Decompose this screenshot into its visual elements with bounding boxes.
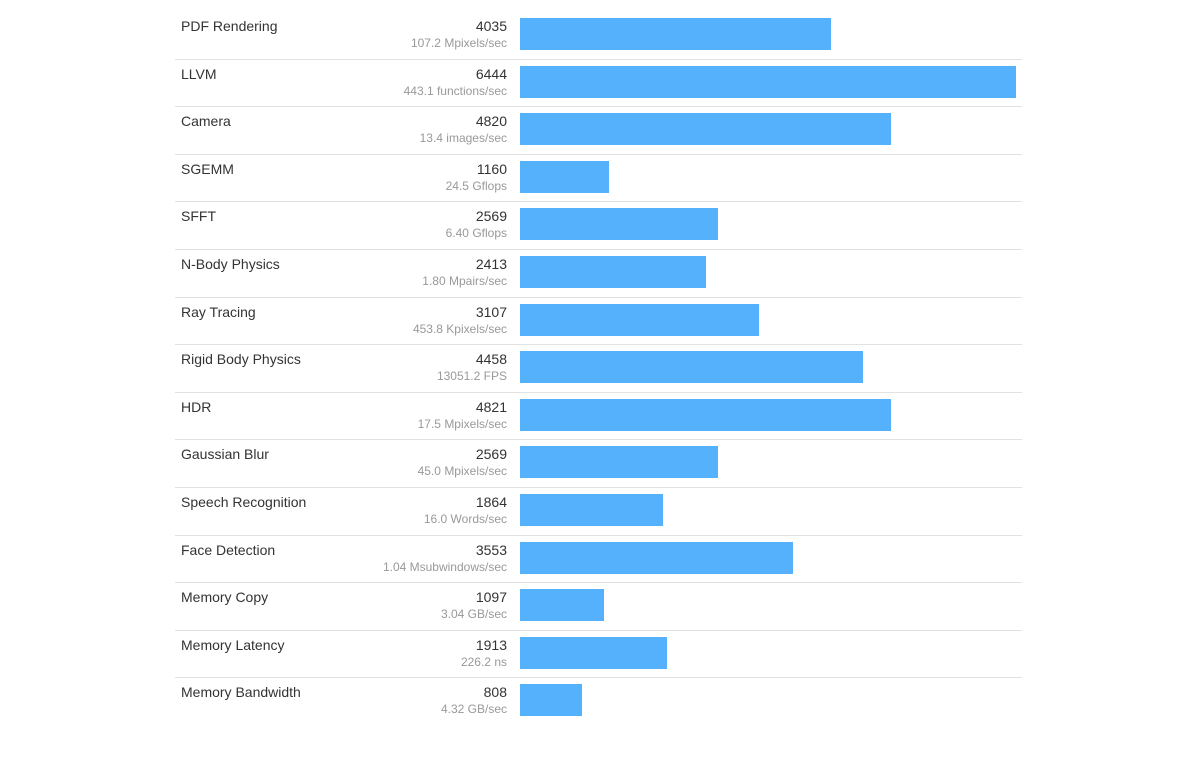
score-bar-track — [520, 589, 1016, 622]
benchmark-row: Memory Copy 1097 3.04 GB/sec — [175, 583, 1022, 631]
score-bar-track — [520, 160, 1016, 193]
benchmark-name: Memory Bandwidth — [181, 684, 301, 701]
score-bar-track — [520, 351, 1016, 384]
benchmark-name: SFFT — [181, 208, 216, 225]
benchmark-rate: 13051.2 FPS — [436, 369, 507, 384]
benchmark-score: 1160 — [476, 160, 507, 177]
benchmark-score: 4820 — [475, 113, 507, 130]
benchmark-name: PDF Rendering — [181, 18, 278, 34]
score-bar-track — [520, 208, 1016, 241]
score-bar — [520, 208, 718, 241]
benchmark-rate: 226.2 ns — [460, 654, 507, 669]
score-bar — [520, 160, 609, 193]
benchmark-row: Memory Latency 1913 226.2 ns — [175, 631, 1022, 679]
benchmark-rate: 13.4 images/sec — [419, 131, 507, 146]
benchmark-rate: 3.04 GB/sec — [440, 607, 507, 622]
benchmark-score: 3107 — [475, 303, 507, 320]
score-bar — [520, 684, 582, 717]
benchmark-row: SGEMM 1160 24.5 Gflops — [175, 155, 1022, 203]
score-bar-track — [520, 493, 1016, 526]
benchmark-score: 6444 — [475, 65, 507, 82]
score-bar — [520, 303, 759, 336]
score-bar — [520, 255, 706, 288]
score-bar-track — [520, 113, 1016, 146]
benchmark-name: Memory Latency — [181, 636, 285, 653]
score-bar — [520, 18, 831, 50]
benchmark-name: Rigid Body Physics — [181, 351, 301, 368]
score-bar-track — [520, 65, 1016, 98]
benchmark-score: 4035 — [475, 18, 507, 34]
benchmark-score: 2413 — [475, 255, 507, 272]
benchmark-rate: 16.0 Words/sec — [423, 511, 507, 526]
benchmark-score: 3553 — [475, 541, 507, 558]
benchmark-row: N-Body Physics 2413 1.80 Mpairs/sec — [175, 250, 1022, 298]
benchmark-rate: 107.2 Mpixels/sec — [410, 36, 507, 50]
score-bar — [520, 541, 793, 574]
benchmark-row: Gaussian Blur 2569 45.0 Mpixels/sec — [175, 440, 1022, 488]
benchmark-score: 2569 — [475, 208, 507, 225]
benchmark-score: 4821 — [475, 398, 507, 415]
benchmark-score: 1097 — [475, 589, 507, 606]
benchmark-rate: 453.8 Kpixels/sec — [412, 321, 507, 336]
benchmark-row: Camera 4820 13.4 images/sec — [175, 107, 1022, 155]
benchmark-rate: 443.1 functions/sec — [403, 83, 507, 98]
benchmark-row: Rigid Body Physics 4458 13051.2 FPS — [175, 345, 1022, 393]
score-bar-track — [520, 255, 1016, 288]
benchmark-rate: 45.0 Mpixels/sec — [417, 464, 507, 479]
score-bar-track — [520, 541, 1016, 574]
score-bar — [520, 636, 667, 669]
score-bar-track — [520, 303, 1016, 336]
score-bar-track — [520, 398, 1016, 431]
score-bar — [520, 65, 1016, 98]
benchmark-name: HDR — [181, 398, 212, 415]
score-bar-track — [520, 684, 1016, 717]
score-bar — [520, 398, 891, 431]
benchmark-row: HDR 4821 17.5 Mpixels/sec — [175, 393, 1022, 441]
benchmark-score: 1913 — [475, 636, 507, 653]
score-bar-track — [520, 446, 1016, 479]
benchmark-score: 4458 — [475, 351, 507, 368]
benchmark-rate: 4.32 GB/sec — [440, 702, 507, 717]
benchmark-name: LLVM — [181, 65, 217, 82]
benchmark-name: Memory Copy — [181, 589, 269, 606]
benchmark-row: Face Detection 3553 1.04 Msubwindows/sec — [175, 536, 1022, 584]
benchmark-row: Memory Bandwidth 808 4.32 GB/sec — [175, 678, 1022, 726]
benchmark-rate: 24.5 Gflops — [445, 178, 507, 193]
score-bar — [520, 446, 718, 479]
score-bar — [520, 589, 604, 622]
score-bar-track — [520, 18, 1016, 50]
benchmark-row: LLVM 6444 443.1 functions/sec — [175, 60, 1022, 108]
benchmark-name: Face Detection — [181, 541, 276, 558]
benchmark-name: SGEMM — [181, 160, 234, 177]
score-bar-track — [520, 636, 1016, 669]
benchmark-rate: 17.5 Mpixels/sec — [417, 416, 507, 431]
benchmark-name: Camera — [181, 113, 231, 130]
benchmark-results-table: PDF Rendering 4035 107.2 Mpixels/sec LLV… — [175, 12, 1022, 726]
benchmark-name: Ray Tracing — [181, 303, 256, 320]
score-bar — [520, 113, 891, 146]
benchmark-rate: 6.40 Gflops — [445, 226, 507, 241]
benchmark-name: Gaussian Blur — [181, 446, 269, 463]
score-bar — [520, 493, 663, 526]
benchmark-row: Speech Recognition 1864 16.0 Words/sec — [175, 488, 1022, 536]
benchmark-rate: 1.04 Msubwindows/sec — [382, 559, 507, 574]
benchmark-score: 808 — [483, 684, 507, 701]
benchmark-row: PDF Rendering 4035 107.2 Mpixels/sec — [175, 12, 1022, 60]
score-bar — [520, 351, 863, 384]
benchmark-name: N-Body Physics — [181, 255, 280, 272]
benchmark-score: 1864 — [475, 493, 507, 510]
benchmark-name: Speech Recognition — [181, 493, 307, 510]
benchmark-score: 2569 — [475, 446, 507, 463]
benchmark-row: SFFT 2569 6.40 Gflops — [175, 202, 1022, 250]
benchmark-rate: 1.80 Mpairs/sec — [422, 273, 507, 288]
benchmark-row: Ray Tracing 3107 453.8 Kpixels/sec — [175, 298, 1022, 346]
